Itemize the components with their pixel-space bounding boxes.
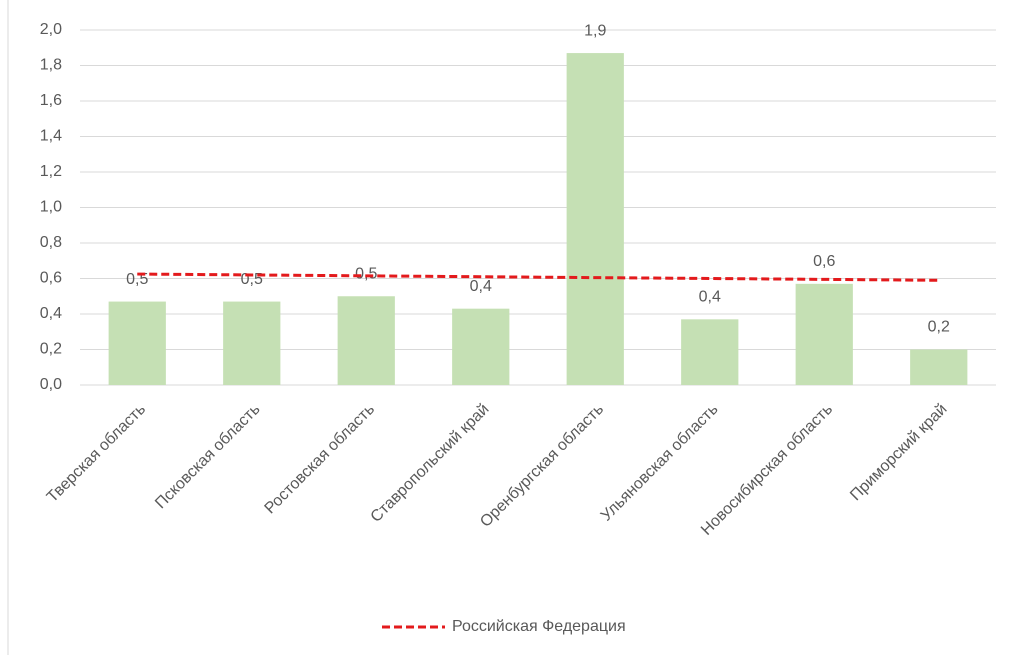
- x-tick-label: Псковская область: [152, 401, 263, 512]
- legend-label: Российская Федерация: [452, 618, 626, 635]
- bar: [452, 308, 510, 385]
- bar: [566, 53, 624, 385]
- y-tick-label: 1,4: [40, 128, 62, 145]
- data-label: 0,2: [928, 319, 950, 336]
- y-tick-label: 1,0: [40, 199, 62, 216]
- y-tick-label: 0,6: [40, 270, 62, 287]
- y-tick-label: 1,2: [40, 163, 62, 180]
- bar: [337, 296, 395, 385]
- data-label: 0,5: [355, 265, 377, 282]
- bar: [108, 301, 166, 385]
- data-label: 0,4: [470, 278, 492, 295]
- line-series: [137, 272, 939, 282]
- bar: [795, 283, 853, 385]
- data-label: 0,5: [241, 271, 263, 288]
- y-tick-label: 1,8: [40, 57, 62, 74]
- y-tick-label: 0,0: [40, 376, 62, 393]
- bar: [223, 301, 281, 385]
- data-label: 1,9: [584, 22, 606, 39]
- data-label: 0,6: [813, 253, 835, 270]
- bar: [910, 349, 968, 385]
- y-tick-label: 2,0: [40, 21, 62, 38]
- y-tick-label: 0,4: [40, 305, 62, 322]
- y-tick-label: 0,2: [40, 341, 62, 358]
- data-label: 0,4: [699, 289, 721, 306]
- x-tick-label: Оренбургская область: [477, 401, 607, 531]
- x-tick-label: Приморский край: [847, 401, 950, 504]
- chart-frame: [7, 0, 9, 655]
- bar: [681, 319, 739, 385]
- x-tick-label: Ростовская область: [261, 401, 378, 518]
- x-tick-label: Ставропольский край: [368, 401, 493, 526]
- y-tick-label: 1,6: [40, 92, 62, 109]
- x-tick-label: Ульяновская область: [598, 401, 722, 525]
- y-tick-label: 0,8: [40, 234, 62, 251]
- x-tick-label: Новосибирская область: [698, 401, 836, 539]
- x-tick-label: Тверская область: [44, 401, 149, 506]
